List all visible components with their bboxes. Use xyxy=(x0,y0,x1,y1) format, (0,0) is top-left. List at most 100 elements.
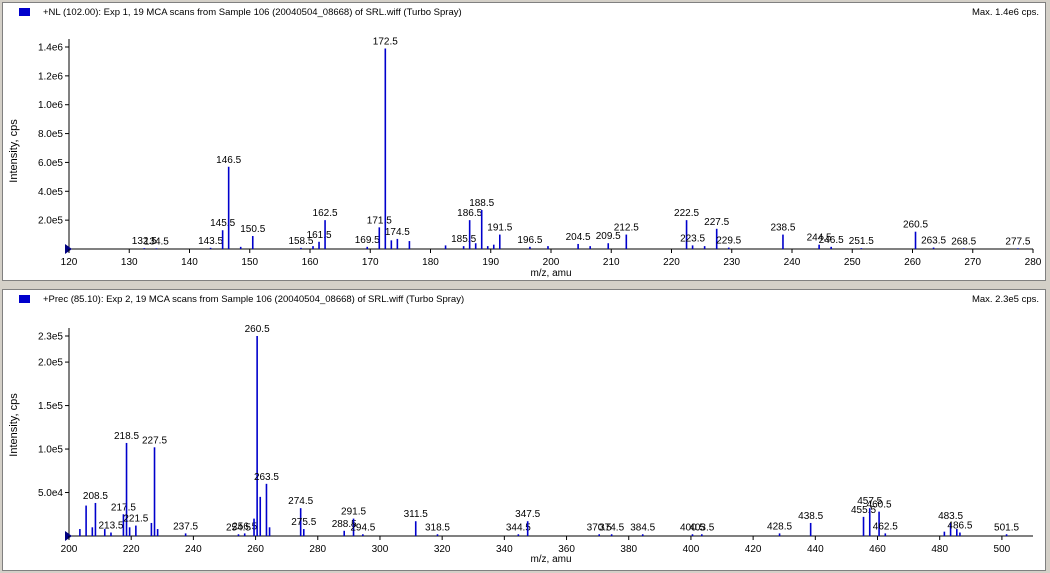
y-axis-label: Intensity, cps xyxy=(8,119,20,183)
peak-label: 218.5 xyxy=(114,431,139,442)
x-tick-label: 160 xyxy=(302,257,319,268)
peak-label: 344.5 xyxy=(506,522,531,533)
peak-label: 191.5 xyxy=(487,223,512,234)
peak-label: 275.5 xyxy=(291,517,316,528)
x-tick-label: 250 xyxy=(844,257,861,268)
x-tick-label: 440 xyxy=(807,544,824,555)
x-tick-label: 200 xyxy=(61,544,78,555)
x-tick-label: 460 xyxy=(869,544,886,555)
x-tick-label: 200 xyxy=(543,257,560,268)
peak-label: 221.5 xyxy=(123,514,148,525)
peak-label: 150.5 xyxy=(240,224,265,235)
peak-label: 403.5 xyxy=(689,522,714,533)
x-tick-label: 400 xyxy=(683,544,700,555)
peak-label: 256.5 xyxy=(232,521,257,532)
peak-label: 158.5 xyxy=(288,236,313,247)
x-tick-label: 170 xyxy=(362,257,379,268)
peak-label: 263.5 xyxy=(921,236,946,247)
y-tick-label: 2.0e5 xyxy=(38,358,63,369)
x-tick-label: 420 xyxy=(745,544,762,555)
peak-label: 486.5 xyxy=(947,521,972,532)
x-tick-label: 190 xyxy=(482,257,499,268)
x-axis-label: m/z, amu xyxy=(530,554,571,565)
y-tick-label: 1.0e5 xyxy=(38,445,63,456)
spectrum-panel-nl: +NL (102.00): Exp 1, 19 MCA scans from S… xyxy=(2,2,1046,281)
x-tick-label: 140 xyxy=(181,257,198,268)
x-tick-label: 230 xyxy=(723,257,740,268)
peak-label: 428.5 xyxy=(767,521,792,532)
spectrum-chart-nl[interactable]: 120 130 140 150 160 170 180 190 200 210 220 230 240 2… xyxy=(3,3,1045,280)
x-tick-label: 380 xyxy=(620,544,637,555)
peak-label: 246.5 xyxy=(819,235,844,246)
peak-label: 260.5 xyxy=(903,220,928,231)
y-tick-label: 2.3e5 xyxy=(38,332,63,343)
peak-label: 277.5 xyxy=(1005,236,1030,247)
x-tick-label: 320 xyxy=(434,544,451,555)
peak-label: 254.5 xyxy=(226,522,251,533)
peak-label: 347.5 xyxy=(515,509,540,520)
x-tick-label: 150 xyxy=(241,257,258,268)
x-tick-label: 340 xyxy=(496,544,513,555)
peak-label: 457.5 xyxy=(857,496,882,507)
x-tick-label: 130 xyxy=(121,257,138,268)
x-tick-label: 360 xyxy=(558,544,575,555)
peak-label: 132.5 xyxy=(132,236,157,247)
y-tick-label: 6.0e5 xyxy=(38,158,63,169)
peak-label: 229.5 xyxy=(716,236,741,247)
peak-label: 186.5 xyxy=(457,208,482,219)
peak-label: 212.5 xyxy=(614,223,639,234)
x-tick-label: 240 xyxy=(784,257,801,268)
y-tick-label: 5.0e4 xyxy=(38,488,63,499)
peak-label: 260.5 xyxy=(245,324,270,335)
peak-label: 162.5 xyxy=(313,208,338,219)
peak-label: 222.5 xyxy=(674,208,699,219)
x-tick-label: 240 xyxy=(185,544,202,555)
peak-label: 263.5 xyxy=(254,472,279,483)
max-intensity-label: Max. 1.4e6 cps. xyxy=(971,7,1039,18)
peak-label: 311.5 xyxy=(404,509,429,520)
peak-label: 143.5 xyxy=(198,236,223,247)
peak-label: 400.5 xyxy=(680,522,705,533)
peak-label: 208.5 xyxy=(83,491,108,502)
peak-label: 172.5 xyxy=(373,36,398,47)
peak-label: 204.5 xyxy=(566,232,591,243)
peak-label: 188.5 xyxy=(469,198,494,209)
peak-label: 174.5 xyxy=(385,227,410,238)
spectrum-chart-prec[interactable]: 200 220 240 260 280 300 320 340 360 380 400 420 440 4… xyxy=(3,290,1045,570)
peak-label: 227.5 xyxy=(704,217,729,228)
pane-select-icon[interactable] xyxy=(19,8,30,16)
peak-label: 238.5 xyxy=(770,223,795,234)
y-axis-label: Intensity, cps xyxy=(8,393,20,457)
x-tick-label: 270 xyxy=(964,257,981,268)
peak-label: 288.5 xyxy=(332,519,357,530)
spectrum-title: +Prec (85.10): Exp 2, 19 MCA scans from … xyxy=(43,294,465,305)
peak-label: 291.5 xyxy=(341,507,366,518)
x-tick-label: 280 xyxy=(1025,257,1042,268)
pane-select-icon[interactable] xyxy=(19,295,30,303)
y-tick-label: 1.0e6 xyxy=(38,100,63,111)
peak-label: 274.5 xyxy=(288,496,313,507)
panel-header: +NL (102.00): Exp 1, 19 MCA scans from S… xyxy=(3,7,1045,21)
peak-label: 244.5 xyxy=(807,233,832,244)
peak-label: 318.5 xyxy=(425,522,450,533)
peak-label: 462.5 xyxy=(873,521,898,532)
x-tick-label: 120 xyxy=(61,257,78,268)
y-tick-label: 2.0e5 xyxy=(38,216,63,227)
x-tick-label: 480 xyxy=(931,544,948,555)
peak-label: 251.5 xyxy=(849,236,874,247)
x-tick-label: 220 xyxy=(663,257,680,268)
y-tick-label: 1.5e5 xyxy=(38,401,63,412)
x-tick-label: 300 xyxy=(372,544,389,555)
spectrum-title: +NL (102.00): Exp 1, 19 MCA scans from S… xyxy=(43,7,462,18)
x-tick-label: 280 xyxy=(309,544,326,555)
x-tick-label: 180 xyxy=(422,257,439,268)
max-intensity-label: Max. 2.3e5 cps. xyxy=(971,294,1039,305)
peak-label: 384.5 xyxy=(630,522,655,533)
x-axis-label: m/z, amu xyxy=(530,268,571,279)
y-tick-label: 1.2e6 xyxy=(38,71,63,82)
peak-label: 370.5 xyxy=(587,522,612,533)
peak-label: 223.5 xyxy=(680,233,705,244)
peak-label: 455.5 xyxy=(851,505,876,516)
peak-label: 438.5 xyxy=(798,511,823,522)
peak-label: 501.5 xyxy=(994,522,1019,533)
